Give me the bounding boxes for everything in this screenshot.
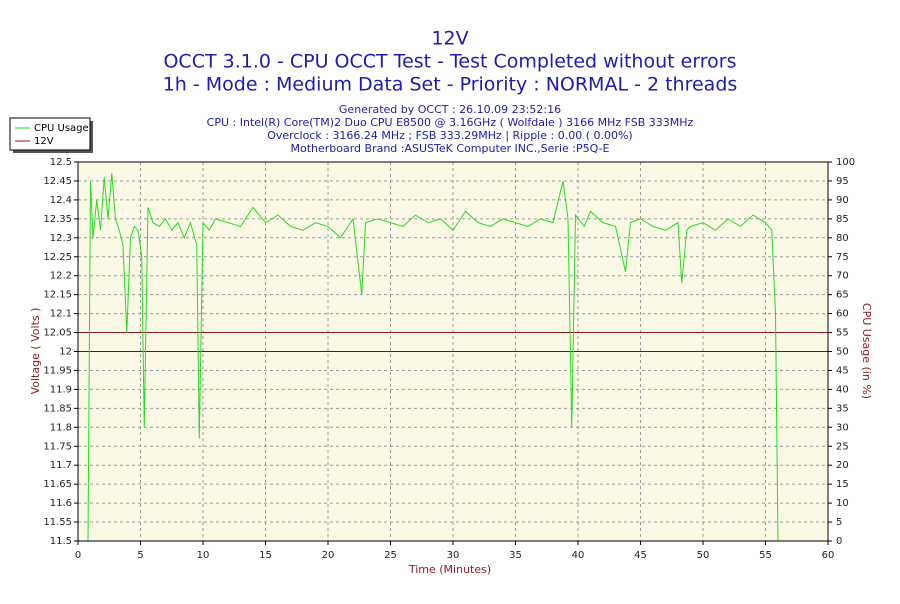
x-tick-label: 25	[384, 550, 397, 561]
y2-tick-label: 80	[836, 233, 849, 244]
y-tick-label: 12.45	[43, 176, 72, 187]
info-line: Overclock : 3166.24 MHz ; FSB 333.29MHz …	[267, 129, 632, 142]
y2-tick-label: 85	[836, 214, 849, 225]
y2-tick-label: 0	[836, 536, 842, 547]
x-tick-label: 5	[137, 550, 143, 561]
y-tick-label: 11.65	[43, 479, 72, 490]
legend-box	[9, 117, 91, 151]
y-tick-label: 11.95	[43, 365, 72, 376]
chart-title: 12V	[431, 28, 468, 50]
y-axis-label: Voltage ( Volts )	[29, 308, 42, 395]
y2-tick-label: 75	[836, 252, 849, 263]
y-tick-label: 12.05	[43, 328, 72, 339]
y2-tick-label: 35	[836, 403, 849, 414]
x-tick-label: 50	[697, 550, 710, 561]
series-line	[87, 173, 779, 542]
info-line: Generated by OCCT : 26.10.09 23:52:16	[339, 103, 561, 116]
y-tick-label: 12.1	[50, 309, 72, 320]
y2-tick-label: 50	[836, 347, 849, 358]
legend-label: 12V	[34, 136, 54, 147]
y2-tick-label: 60	[836, 309, 849, 320]
y2-tick-label: 5	[836, 517, 842, 528]
y2-tick-label: 45	[836, 365, 849, 376]
x-tick-label: 15	[259, 550, 272, 561]
info-line: Motherboard Brand :ASUSTeK Computer INC.…	[290, 142, 609, 155]
y2-tick-label: 40	[836, 384, 849, 395]
y-tick-label: 12.4	[50, 195, 72, 206]
y2-tick-label: 100	[836, 157, 855, 168]
y2-axis-label: CPU Usage (in %)	[860, 303, 873, 399]
x-tick-label: 55	[759, 550, 772, 561]
y-tick-label: 11.7	[50, 460, 72, 471]
y-tick-label: 11.85	[43, 403, 72, 414]
plot-border	[77, 161, 829, 542]
x-tick-label: 30	[447, 550, 460, 561]
x-tick-label: 40	[572, 550, 585, 561]
x-axis-label: Time (Minutes)	[408, 563, 491, 576]
x-tick-label: 45	[634, 550, 647, 561]
y-tick-label: 12.15	[43, 290, 72, 301]
y2-tick-label: 95	[836, 176, 849, 187]
y-tick-label: 12.5	[50, 157, 72, 168]
x-tick-label: 60	[822, 550, 835, 561]
y2-tick-label: 90	[836, 195, 849, 206]
chart-subtitle: OCCT 3.1.0 - CPU OCCT Test - Test Comple…	[163, 51, 736, 73]
y2-tick-label: 25	[836, 441, 849, 452]
y-tick-label: 12	[59, 347, 72, 358]
y-tick-label: 12.25	[43, 252, 72, 263]
info-line: CPU : Intel(R) Core(TM)2 Duo CPU E8500 @…	[207, 116, 694, 129]
y-tick-label: 11.55	[43, 517, 72, 528]
x-tick-label: 35	[509, 550, 522, 561]
y-tick-label: 11.6	[50, 498, 72, 509]
y-tick-label: 12.35	[43, 214, 72, 225]
x-tick-label: 10	[197, 550, 210, 561]
y2-tick-label: 65	[836, 290, 849, 301]
y2-tick-label: 70	[836, 271, 849, 282]
x-tick-label: 20	[322, 550, 335, 561]
y-tick-label: 11.75	[43, 441, 72, 452]
y-tick-label: 12.3	[50, 233, 72, 244]
legend-label: CPU Usage	[34, 123, 89, 134]
y-tick-label: 11.9	[50, 384, 72, 395]
y-tick-label: 12.2	[50, 271, 72, 282]
chart-subtitle: 1h - Mode : Medium Data Set - Priority :…	[163, 74, 738, 96]
y2-tick-label: 55	[836, 328, 849, 339]
y2-tick-label: 30	[836, 422, 849, 433]
x-tick-label: 0	[75, 550, 81, 561]
y-tick-label: 11.5	[50, 536, 72, 547]
y2-tick-label: 10	[836, 498, 849, 509]
y2-tick-label: 15	[836, 479, 849, 490]
y-tick-label: 11.8	[50, 422, 72, 433]
y2-tick-label: 20	[836, 460, 849, 471]
